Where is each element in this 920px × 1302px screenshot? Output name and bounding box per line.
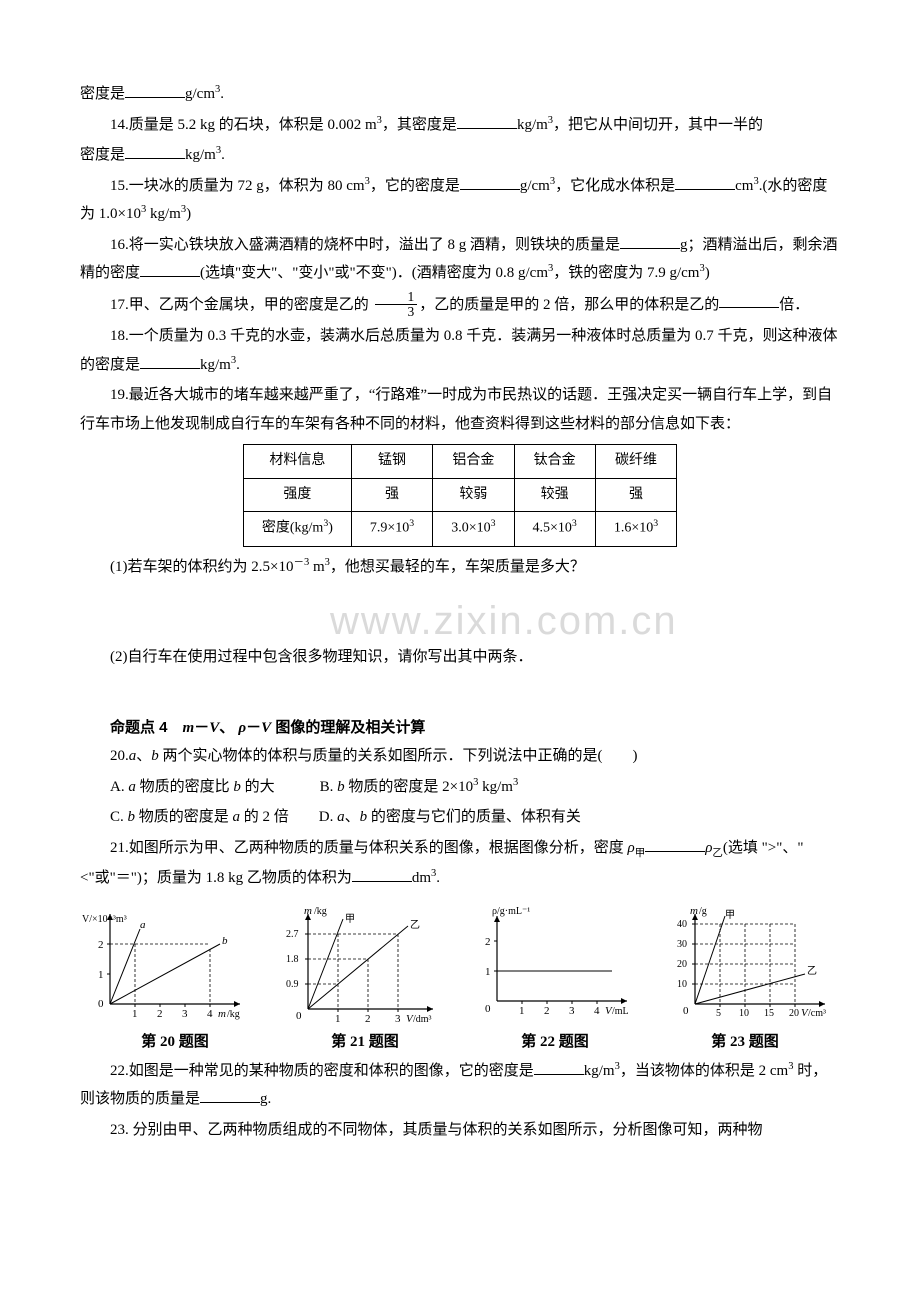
r2c4: 较强 — [514, 478, 595, 512]
r2c3: 较弱 — [433, 478, 514, 512]
q23: 23. 分别由甲、乙两种物质组成的不同物体，其质量与体积的关系如图所示，分析图像… — [80, 1116, 840, 1145]
svg-text:2: 2 — [485, 936, 491, 948]
svg-text:3: 3 — [395, 1013, 401, 1024]
svg-text:/kg: /kg — [314, 906, 327, 917]
q15: 15.一块冰的质量为 72 g，体积为 80 cm3，它的密度是g/cm3，它化… — [80, 172, 840, 229]
fig23-label: 第 23 题图 — [650, 1028, 840, 1057]
q18: 18.一个质量为 0.3 千克的水壶，装满水后总质量为 0.8 千克．装满另一种… — [80, 322, 840, 379]
svg-text:10: 10 — [739, 1008, 749, 1019]
chart-23: 5 10 15 20 10 20 30 40 0 甲 — [665, 904, 840, 1024]
svg-text:3: 3 — [569, 1005, 575, 1017]
chart-20: 1 2 3 4 1 2 0 a b V/×10⁻³m³ m/kg — [80, 904, 250, 1024]
svg-text:乙: 乙 — [807, 965, 817, 977]
q22: 22.如图是一种常见的某种物质的密度和体积的图像，它的密度是kg/m3，当该物体… — [80, 1057, 840, 1114]
q20-options-1: A. a 物质的密度比 b 的大 B. b 物质的密度是 2×103 kg/m3 — [80, 773, 840, 802]
svg-text:b: b — [222, 935, 228, 947]
th-mn: 锰钢 — [351, 445, 432, 479]
fig20-label: 第 20 题图 — [80, 1028, 270, 1057]
svg-text:1: 1 — [335, 1013, 341, 1024]
q19-2: (2)自行车在使用过程中包含很多物理知识，请你写出其中两条． — [80, 643, 840, 672]
fig21-label: 第 21 题图 — [270, 1028, 460, 1057]
svg-text:1: 1 — [519, 1005, 525, 1017]
svg-text:乙: 乙 — [410, 919, 420, 931]
q19-1: (1)若车架的体积约为 2.5×10－3 m3，他想买最轻的车，车架质量是多大？ — [80, 553, 840, 582]
chart-21: 1 2 3 0.9 1.8 2.7 0 甲 乙 m/kg V — [273, 904, 448, 1024]
svg-text:/dm³: /dm³ — [413, 1014, 432, 1024]
q19-intro: 19.最近各大城市的堵车越来越严重了，“行路难”一时成为市民热议的话题．王强决定… — [80, 381, 840, 438]
svg-text:/mL: /mL — [612, 1006, 629, 1017]
svg-text:ρ/g·mL⁻¹: ρ/g·mL⁻¹ — [492, 906, 530, 917]
svg-text:2: 2 — [157, 1008, 163, 1020]
q20: 20.a、b 两个实心物体的体积与质量的关系如图所示．下列说法中正确的是( ) — [80, 742, 840, 771]
svg-text:0: 0 — [98, 998, 104, 1010]
svg-text:甲: 甲 — [345, 914, 355, 925]
q14-line2: 密度是kg/m3. — [80, 141, 840, 170]
r2c1: 强度 — [243, 478, 351, 512]
figure-labels: 第 20 题图 第 21 题图 第 22 题图 第 23 题图 — [80, 1028, 840, 1057]
svg-text:m: m — [690, 905, 698, 917]
fig-21: 1 2 3 0.9 1.8 2.7 0 甲 乙 m/kg V — [273, 904, 448, 1024]
svg-text:1: 1 — [485, 966, 491, 978]
svg-text:1.8: 1.8 — [286, 954, 299, 965]
svg-text:30: 30 — [677, 939, 687, 950]
materials-table: 材料信息 锰钢 铝合金 钛合金 碳纤维 强度 强 较弱 较强 强 密度(kg/m… — [243, 444, 677, 546]
th-al: 铝合金 — [433, 445, 514, 479]
svg-text:1: 1 — [98, 969, 104, 981]
q13-tail: 密度是g/cm3. — [80, 80, 840, 109]
svg-text:甲: 甲 — [725, 910, 735, 921]
section-4-title: 命题点 4 m－V、 ρ－V 图像的理解及相关计算 — [80, 714, 840, 743]
r2c2: 强 — [351, 478, 432, 512]
svg-text:5: 5 — [716, 1008, 721, 1019]
r3c2: 7.9×103 — [351, 512, 432, 546]
svg-text:2: 2 — [98, 939, 104, 951]
svg-text:15: 15 — [764, 1008, 774, 1019]
svg-text:2: 2 — [365, 1013, 371, 1024]
svg-text:20: 20 — [677, 959, 687, 970]
r3c1: 密度(kg/m3) — [243, 512, 351, 546]
r2c5: 强 — [595, 478, 676, 512]
svg-text:V/×10⁻³m³: V/×10⁻³m³ — [82, 914, 127, 925]
svg-text:4: 4 — [594, 1005, 600, 1017]
th-ti: 钛合金 — [514, 445, 595, 479]
svg-text:0: 0 — [683, 1005, 689, 1017]
r3c3: 3.0×103 — [433, 512, 514, 546]
fraction-1-3: 13 — [375, 290, 418, 321]
svg-text:1: 1 — [132, 1008, 138, 1020]
q20-options-2: C. b 物质的密度是 a 的 2 倍 D. a、b 的密度与它们的质量、体积有… — [80, 803, 840, 832]
svg-text:2.7: 2.7 — [286, 929, 299, 940]
th-info: 材料信息 — [243, 445, 351, 479]
svg-text:0: 0 — [485, 1003, 491, 1015]
svg-text:3: 3 — [182, 1008, 188, 1020]
svg-text:0.9: 0.9 — [286, 979, 299, 990]
svg-text:m: m — [304, 905, 312, 917]
th-c: 碳纤维 — [595, 445, 676, 479]
q14: 14.质量是 5.2 kg 的石块，体积是 0.002 m3，其密度是kg/m3… — [80, 111, 840, 140]
svg-text:4: 4 — [207, 1008, 213, 1020]
svg-text:0: 0 — [296, 1010, 302, 1022]
svg-text:/cm³: /cm³ — [808, 1008, 826, 1019]
svg-text:/kg: /kg — [227, 1009, 240, 1020]
fig-22: 1 2 3 4 1 2 0 ρ/g·mL⁻¹ V/mL — [472, 904, 642, 1024]
svg-text:40: 40 — [677, 919, 687, 930]
fig-23: 5 10 15 20 10 20 30 40 0 甲 — [665, 904, 840, 1024]
r3c5: 1.6×103 — [595, 512, 676, 546]
fig22-label: 第 22 题图 — [460, 1028, 650, 1057]
q17-a: 17.甲、乙两个金属块，甲的密度是乙的 — [110, 296, 373, 312]
q21: 21.如图所示为甲、乙两种物质的质量与体积关系的图像，根据图像分析，密度 ρ甲ρ… — [80, 834, 840, 892]
svg-text:m: m — [218, 1008, 226, 1020]
q16: 16.将一实心铁块放入盛满酒精的烧杯中时，溢出了 8 g 酒精，则铁块的质量是g… — [80, 231, 840, 288]
fig-20: 1 2 3 4 1 2 0 a b V/×10⁻³m³ m/kg — [80, 904, 250, 1024]
q17: 17.甲、乙两个金属块，甲的密度是乙的 13，乙的质量是甲的 2 倍，那么甲的体… — [80, 290, 840, 321]
svg-text:20: 20 — [789, 1008, 799, 1019]
svg-text:a: a — [140, 919, 146, 931]
svg-text:2: 2 — [544, 1005, 550, 1017]
figure-row: 1 2 3 4 1 2 0 a b V/×10⁻³m³ m/kg — [80, 904, 840, 1024]
chart-22: 1 2 3 4 1 2 0 ρ/g·mL⁻¹ V/mL — [472, 904, 642, 1024]
svg-text:10: 10 — [677, 979, 687, 990]
r3c4: 4.5×103 — [514, 512, 595, 546]
svg-text:/g: /g — [699, 906, 707, 917]
